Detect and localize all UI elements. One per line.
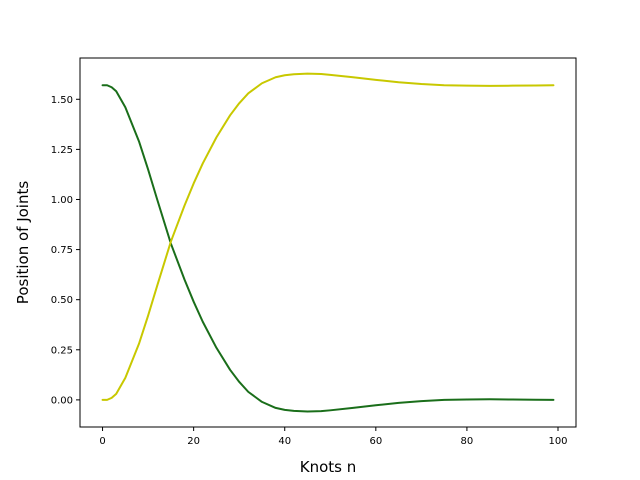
plot-area (80, 58, 576, 427)
x-tick-label: 60 (369, 436, 382, 447)
x-axis-title: Knots n (300, 458, 357, 476)
y-tick-label: 1.00 (51, 195, 73, 206)
x-tick-label: 40 (278, 436, 291, 447)
y-tick-label: 1.25 (51, 145, 73, 156)
y-axis-title: Position of Joints (14, 181, 32, 305)
series-line-1 (101, 84, 555, 413)
x-tick-label: 0 (99, 436, 105, 447)
y-ticks: 0.00 0.25 0.50 0.75 1.00 1.25 1.50 (51, 95, 80, 406)
x-tick-label: 100 (548, 436, 567, 447)
x-tick-label: 80 (461, 436, 474, 447)
plot-frame (79, 57, 577, 428)
y-tick-label: 0.00 (51, 395, 73, 406)
y-tick-label: 0.50 (51, 295, 73, 306)
y-tick-label: 0.25 (51, 345, 73, 356)
x-ticks: 0 20 40 60 80 100 (99, 427, 568, 447)
series-line-2 (101, 72, 555, 401)
series-layer (101, 72, 555, 413)
y-tick-label: 1.50 (51, 95, 73, 106)
x-tick-label: 20 (187, 436, 200, 447)
y-tick-label: 0.75 (51, 245, 73, 256)
